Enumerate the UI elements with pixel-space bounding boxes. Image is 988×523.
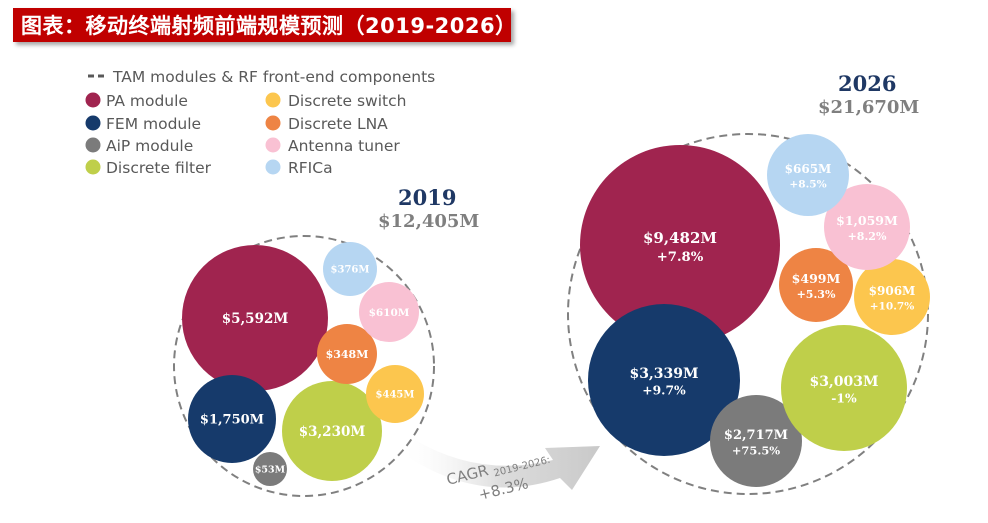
bubble-value-2019-tuner: $610M xyxy=(369,307,410,319)
legend-tuner-swatch xyxy=(265,137,281,153)
bubble-growth-2026-pa: +7.8% xyxy=(657,250,704,265)
bubble-2019-tuner xyxy=(359,282,419,342)
bubble-value-2019-fem: $1,750M xyxy=(200,413,264,428)
bubble-value-2019-lna: $348M xyxy=(326,348,369,361)
bubble-value-2019-switch: $445M xyxy=(376,390,415,401)
bubble-value-2019-rfica: $376M xyxy=(331,265,370,276)
legend-tuner-label: Antenna tuner xyxy=(288,137,400,155)
legend-lna-swatch xyxy=(265,115,281,131)
bubble-growth-2026-lna: +5.3% xyxy=(797,288,836,301)
group-2019: 2019 $12,405M $5,592M$1,750M$53M$3,230M$… xyxy=(173,185,479,497)
bubble-2026-pa xyxy=(580,145,780,345)
bubble-2019-rfica xyxy=(323,242,377,296)
group-2026: 2026 $21,670M $9,482M +7.8% $3,339M+9.7% $2… xyxy=(567,71,930,495)
bubble-growth-2026-tuner: +8.2% xyxy=(848,230,887,243)
bubble-value-2026-pa: $9,482M xyxy=(643,229,717,247)
bubble-growth-2026-switch: +10.7% xyxy=(870,301,915,313)
bubble-2026-fem xyxy=(588,304,740,456)
bubble-2026-lna xyxy=(779,248,853,322)
legend-tam-label: TAM modules & RF front-end components xyxy=(112,68,435,86)
bubble-2019-lna xyxy=(317,324,377,384)
year-2019-label: 2019 xyxy=(398,185,456,210)
bubble-value-2026-aip: $2,717M xyxy=(724,428,788,443)
bubble-value-2019-filter: $3,230M xyxy=(299,424,366,440)
legend-rfica-label: RFICa xyxy=(288,159,333,177)
title-bar: 图表：移动终端射频前端规模预测（2019-2026） xyxy=(13,8,517,42)
bubble-2019-switch xyxy=(366,365,424,423)
total-2026-label: $21,670M xyxy=(818,97,919,118)
bubble-value-2026-rfica: $665M xyxy=(785,162,832,176)
bubble-2026-rfica xyxy=(767,134,849,216)
tam-outline-2019 xyxy=(173,235,435,497)
chart-title: 图表：移动终端射频前端规模预测（2019-2026） xyxy=(21,14,517,38)
bubble-value-2026-lna: $499M xyxy=(792,271,841,286)
bubble-growth-2026-rfica: +8.5% xyxy=(789,179,826,191)
tam-outline-2026 xyxy=(567,133,929,495)
bubble-value-2019-pa: $5,592M xyxy=(222,311,289,327)
bubble-2026-tuner xyxy=(824,184,910,270)
legend: TAM modules & RF front-end components PA… xyxy=(85,68,435,177)
legend-aip-label: AiP module xyxy=(106,137,193,155)
legend-switch-label: Discrete switch xyxy=(288,92,406,110)
bubble-2019-pa xyxy=(182,245,328,391)
legend-pa-label: PA module xyxy=(106,92,188,110)
legend-aip-swatch xyxy=(85,137,101,153)
bubble-growth-2026-filter: -1% xyxy=(831,391,857,406)
bubble-2019-fem xyxy=(188,375,276,463)
bubble-value-2026-filter: $3,003M xyxy=(809,374,878,390)
legend-pa-swatch xyxy=(85,92,101,108)
legend-fem-label: FEM module xyxy=(106,115,201,133)
bubble-value-2019-aip: $53M xyxy=(255,464,286,475)
bubble-value-2026-fem: $3,339M xyxy=(629,366,698,382)
bubbles-2019: $5,592M $1,750M $53M $3,230M $445M $348M $610M… xyxy=(182,242,424,486)
bubble-2019-filter xyxy=(282,381,382,481)
bubble-2026-switch xyxy=(854,259,930,335)
legend-lna-label: Discrete LNA xyxy=(288,115,388,133)
legend-filter-swatch xyxy=(85,159,101,175)
bubble-value-2026-switch: $906M xyxy=(869,284,916,298)
bubble-growth-2026-aip: +75.5% xyxy=(732,444,780,458)
bubbles-2026: $9,482M +7.8% $3,339M+9.7% $2,717M+75.5% $3,… xyxy=(580,134,930,487)
bubble-2019-aip xyxy=(253,452,287,486)
legend-fem-swatch xyxy=(85,115,101,131)
cagr-arrow: CAGR 2019-2026: +8.3% xyxy=(405,440,600,504)
bubble-2026-aip xyxy=(710,395,802,487)
bubble-growth-2026-fem: +9.7% xyxy=(642,383,686,398)
year-2026-label: 2026 xyxy=(838,71,896,96)
legend-switch-swatch xyxy=(265,92,281,108)
legend-filter-label: Discrete filter xyxy=(106,159,212,177)
bubble-value-2026-tuner: $1,059M xyxy=(836,213,898,228)
total-2019-label: $12,405M xyxy=(378,211,479,232)
bubble-2026-filter xyxy=(781,325,907,451)
legend-rfica-swatch xyxy=(265,159,281,175)
